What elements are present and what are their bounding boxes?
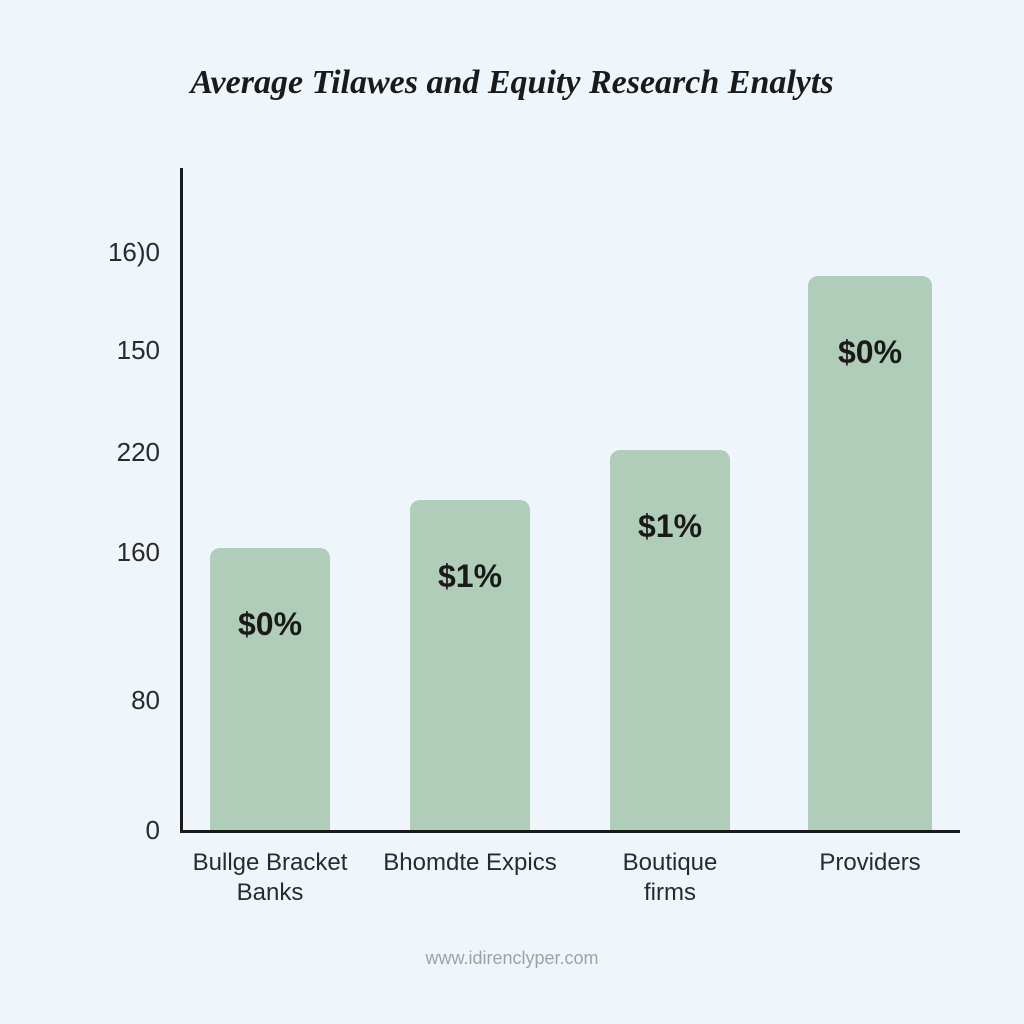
y-tick-label: 220 (0, 437, 160, 468)
x-category-label: Boutiquefirms (575, 848, 765, 908)
x-category-label: Providers (775, 848, 965, 878)
y-axis (180, 168, 183, 833)
footer-credit: www.idirenclyper.com (0, 948, 1024, 969)
bar-value-label: $1% (580, 508, 760, 545)
x-category-label: Bullge BracketBanks (175, 848, 365, 908)
bar-value-label: $0% (180, 606, 360, 643)
bar-value-label: $0% (778, 334, 962, 371)
bar-value-label: $1% (380, 558, 560, 595)
y-tick-label: 160 (0, 537, 160, 568)
y-tick-label: 16)0 (0, 237, 160, 268)
x-category-label: Bhomdte Expics (375, 848, 565, 878)
chart-title: Average Tilawes and Equity Research Enal… (0, 64, 1024, 102)
bar (210, 548, 330, 830)
chart-canvas: Average Tilawes and Equity Research Enal… (0, 0, 1024, 1024)
y-tick-label: 0 (0, 815, 160, 846)
bar (410, 500, 530, 830)
y-tick-label: 80 (0, 685, 160, 716)
x-axis (180, 830, 960, 833)
bar (610, 450, 730, 830)
y-tick-label: 150 (0, 335, 160, 366)
